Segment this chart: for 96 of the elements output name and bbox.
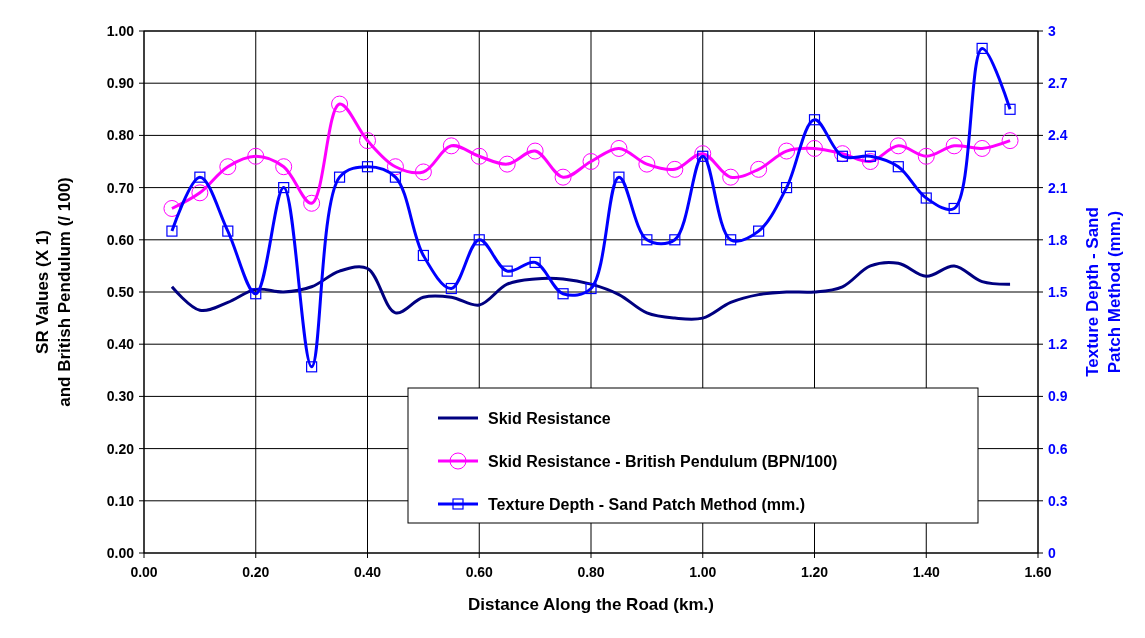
point — [976, 42, 988, 54]
point — [920, 192, 932, 204]
point — [889, 137, 907, 155]
y2-tick-label: 1.5 — [1048, 284, 1068, 300]
point — [442, 137, 460, 155]
point — [861, 153, 879, 170]
point — [669, 234, 681, 246]
y2-axis-title: Texture Depth - Sand Patch Method (mm.) — [1083, 207, 1124, 377]
point — [1001, 132, 1019, 150]
point — [973, 139, 991, 157]
point — [948, 202, 960, 215]
point — [445, 282, 457, 295]
point — [414, 163, 432, 181]
point — [892, 161, 904, 173]
point — [194, 171, 206, 183]
point — [333, 171, 346, 183]
y-tick-label: 0.70 — [106, 179, 135, 196]
point — [1004, 103, 1016, 115]
x-tick-label: 1.20 — [800, 564, 829, 580]
y2-tick-label: 2.1 — [1048, 179, 1068, 196]
point — [361, 161, 374, 173]
y-tick-label: 0.60 — [106, 231, 135, 248]
x-tick-label: 1.40 — [912, 564, 941, 580]
y2-tick-label: 1.2 — [1048, 336, 1068, 353]
x-tick-label: 0.80 — [577, 564, 605, 580]
x-tick-label: 0.20 — [242, 564, 270, 580]
y-tick-label: 0.90 — [106, 75, 135, 92]
point — [191, 184, 209, 202]
legend-label: Texture Depth - Sand Patch Method (mm.) — [488, 496, 806, 513]
point — [806, 139, 823, 157]
y-tick-label: 0.30 — [106, 388, 135, 405]
point — [585, 282, 597, 295]
point — [722, 168, 740, 186]
point — [753, 225, 765, 237]
point — [498, 155, 516, 173]
point — [750, 160, 768, 178]
line-series — [170, 261, 1012, 321]
y2-tick-label: 0.9 — [1048, 388, 1068, 405]
x-tick-label: 0.40 — [353, 564, 382, 580]
point — [638, 155, 656, 173]
y-axis-title: SR Values (X 1) and British Pendulum (/ 100) — [33, 177, 74, 407]
y2-tick-label: 2.4 — [1048, 127, 1068, 144]
point — [250, 288, 262, 300]
point — [470, 147, 488, 165]
point — [610, 139, 628, 157]
y2-tick-label: 0.3 — [1048, 492, 1068, 509]
point — [945, 137, 963, 155]
point — [582, 153, 600, 170]
point — [725, 234, 737, 246]
y2-tick-label: 0.6 — [1048, 440, 1068, 457]
point — [389, 171, 402, 183]
x-tick-label: 0.00 — [130, 564, 158, 580]
point — [219, 158, 237, 176]
point — [613, 171, 625, 183]
x-axis-title: Distance Along the Road (km.) — [468, 595, 714, 614]
y-tick-label: 0.50 — [106, 284, 135, 300]
x-tick-label: 0.60 — [465, 564, 494, 580]
x-tick-label: 1.00 — [689, 564, 717, 580]
point — [359, 132, 376, 150]
point — [417, 249, 429, 262]
y-tick-label: 0.10 — [106, 492, 135, 509]
y-tick-label: 0.80 — [106, 127, 135, 144]
y-tick-label: 1.00 — [106, 23, 135, 39]
point — [306, 361, 318, 373]
point — [554, 168, 572, 186]
y2-tick-label: 3 — [1048, 23, 1056, 39]
point — [386, 158, 404, 176]
point — [278, 182, 290, 194]
legend-label: Skid Resistance - British Pendulum (BPN/100) — [488, 453, 838, 470]
point — [557, 288, 569, 300]
point — [778, 142, 796, 160]
point — [641, 234, 653, 246]
x-tick-label: 1.60 — [1024, 564, 1052, 580]
point — [808, 114, 821, 126]
y-tick-label: 0.20 — [106, 440, 135, 457]
point — [275, 158, 293, 176]
y2-tick-label: 0 — [1048, 545, 1056, 561]
point — [166, 225, 178, 237]
legend-label: Skid Resistance — [488, 410, 611, 427]
y2-tick-label: 1.8 — [1048, 231, 1068, 248]
point — [833, 145, 851, 163]
point — [529, 256, 541, 269]
point — [247, 147, 265, 165]
point — [303, 194, 321, 212]
y-tick-label: 0.40 — [106, 336, 135, 353]
point — [526, 142, 544, 160]
y-tick-label: 0.00 — [106, 545, 135, 561]
point — [917, 147, 935, 165]
point — [473, 234, 485, 246]
point — [331, 95, 349, 113]
point — [222, 225, 234, 237]
point — [780, 182, 793, 194]
y2-tick-label: 2.7 — [1048, 75, 1068, 92]
point — [501, 265, 513, 277]
point — [163, 199, 181, 217]
point — [666, 160, 684, 178]
